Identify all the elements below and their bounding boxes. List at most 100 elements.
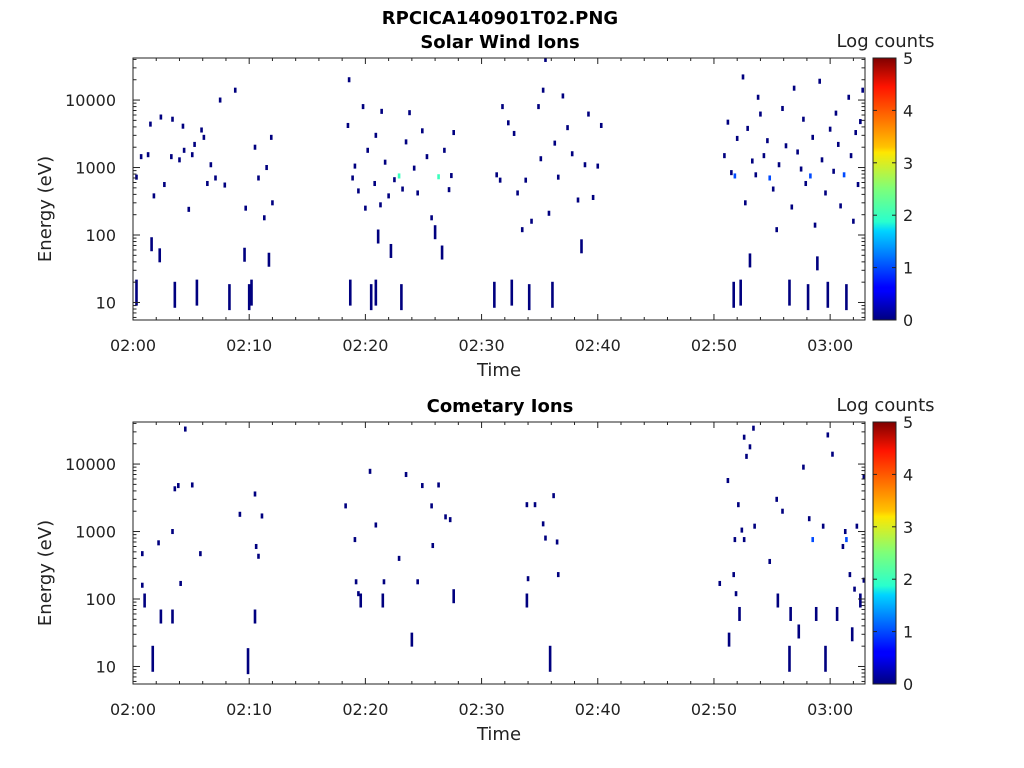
data-cell [741,528,744,533]
x-tick-label: 02:50 [691,700,737,719]
data-cell [738,607,741,621]
data-cell [265,165,268,170]
data-cell [174,486,177,491]
data-cell [772,187,775,192]
x-axis-label: Time [476,724,521,745]
data-cell [421,483,424,488]
data-cell [357,591,360,596]
data-cell [254,491,257,496]
data-cell [587,112,590,117]
data-cell [141,583,144,588]
data-cell [818,79,821,84]
y-tick-label: 10000 [65,455,116,474]
colorbar-tick-label: 4 [903,465,913,484]
data-cell [849,572,852,577]
x-tick-label: 02:50 [691,336,737,355]
data-cell [248,284,251,310]
data-cell [753,524,756,529]
data-cell [735,591,738,596]
data-cell [383,579,386,584]
data-cell [206,181,209,186]
data-cell [184,427,187,432]
data-cell [366,148,369,153]
data-cell [369,469,372,474]
data-cell [177,483,180,488]
data-cell [814,223,817,228]
data-cell [375,280,378,306]
data-cell [768,175,771,180]
data-cell [174,282,177,308]
data-cell [143,594,146,608]
data-cell [768,559,771,564]
data-cell [836,607,839,621]
data-cell [359,594,362,608]
data-cell [592,195,595,200]
data-cell [791,204,794,209]
data-cell [141,551,144,556]
data-cell [797,624,800,638]
data-cell [443,148,446,153]
data-cell [542,88,545,93]
data-cell [357,188,360,193]
data-cell [857,182,860,187]
data-cell [261,513,264,518]
data-cell [200,127,203,132]
data-cell [384,160,387,165]
data-cell [160,610,163,624]
data-cell [788,280,791,306]
data-cell [362,104,365,109]
data-cell [411,633,414,647]
data-cell [354,537,357,542]
data-cell [775,227,778,232]
data-cell [815,607,818,621]
data-cell [853,587,856,592]
data-cell [796,149,799,154]
data-cell [549,646,552,672]
data-cell [843,172,846,177]
data-cell [763,153,766,158]
x-tick-label: 02:40 [575,700,621,719]
data-cell [493,282,496,308]
data-cell [845,537,848,542]
data-cell [777,594,780,608]
data-cell [743,435,746,440]
x-tick-label: 02:30 [459,336,505,355]
data-cell [845,284,848,310]
y-tick-label: 10 [96,657,116,676]
data-cell [495,172,498,177]
data-cell [854,130,857,135]
panel-cometary-ions: 02:00 02:10 02:20 02:30 02:40 02:50 03:0010100… [35,395,935,745]
data-cell [196,280,199,306]
data-cell [157,540,160,545]
colorbar-tick-label: 1 [903,623,913,642]
data-cell [257,175,260,180]
data-cell [254,145,257,150]
data-cell [847,95,850,100]
data-cell [861,88,864,93]
data-cell [510,280,513,306]
data-cell [191,482,194,487]
data-cell [171,610,174,624]
data-cell [214,175,217,180]
colorbar-tick-label: 1 [903,259,913,278]
data-cell [193,142,196,147]
plot-area [133,422,865,684]
panel-solar-wind-ions: 02:00 02:10 02:20 02:30 02:40 02:50 03:0010100… [35,31,935,381]
data-cell [732,282,735,308]
data-cell [364,206,367,211]
data-cell [859,594,862,608]
data-cell [757,95,760,100]
colorbar-tick-label: 0 [903,675,913,694]
data-cell [178,157,181,162]
y-tick-label: 1000 [75,523,116,542]
data-cell [431,543,434,548]
data-cell [387,193,390,198]
data-cell [571,151,574,156]
data-cell [413,166,416,171]
data-cell [219,98,222,103]
data-cell [375,522,378,527]
data-cell [732,572,735,577]
data-cell [544,536,547,541]
data-cell [829,127,832,132]
